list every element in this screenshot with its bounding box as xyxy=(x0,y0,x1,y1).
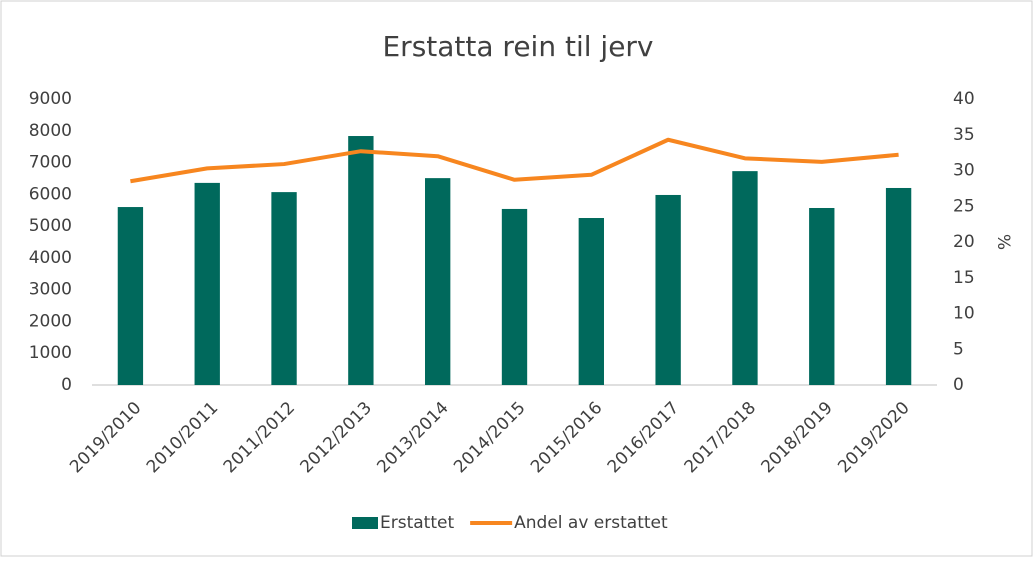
y-tick-label: 6000 xyxy=(29,184,72,204)
bar xyxy=(271,192,297,385)
bar xyxy=(809,207,835,385)
y-tick-label: 1000 xyxy=(29,343,72,363)
y2-tick-label: 40 xyxy=(953,89,975,109)
y2-tick-label: 30 xyxy=(953,161,975,181)
bar xyxy=(578,218,604,385)
bar xyxy=(655,194,681,385)
bar xyxy=(885,187,912,385)
y-tick-label: 5000 xyxy=(29,216,72,236)
y2-tick-label: 5 xyxy=(953,339,964,359)
bar xyxy=(501,208,528,385)
y2-axis-label: % xyxy=(993,234,1013,250)
y-tick-label: 9000 xyxy=(29,89,72,109)
y-tick-label: 8000 xyxy=(29,121,72,141)
bar xyxy=(732,171,758,385)
legend-label: Erstattet xyxy=(380,513,454,533)
bar xyxy=(194,182,220,385)
y2-tick-label: 25 xyxy=(953,196,975,216)
line xyxy=(130,137,899,184)
legend-label: Andel av erstattet xyxy=(514,513,668,533)
y-tick-label: 2000 xyxy=(29,311,72,331)
bar xyxy=(425,178,451,385)
y-tick-label: 4000 xyxy=(29,248,72,268)
y2-tick-label: 35 xyxy=(953,125,975,145)
chart-title: Erstatta rein til jerv xyxy=(382,30,653,63)
y-tick-label: 3000 xyxy=(29,280,72,300)
legend-swatch xyxy=(352,517,378,529)
bar xyxy=(117,207,144,385)
y2-tick-label: 0 xyxy=(953,375,964,395)
y2-tick-label: 20 xyxy=(953,232,975,252)
y-tick-label: 0 xyxy=(61,375,72,395)
y2-tick-label: 15 xyxy=(953,268,975,288)
bar xyxy=(348,136,374,385)
y2-tick-label: 10 xyxy=(953,304,975,324)
y-tick-label: 7000 xyxy=(29,153,72,173)
